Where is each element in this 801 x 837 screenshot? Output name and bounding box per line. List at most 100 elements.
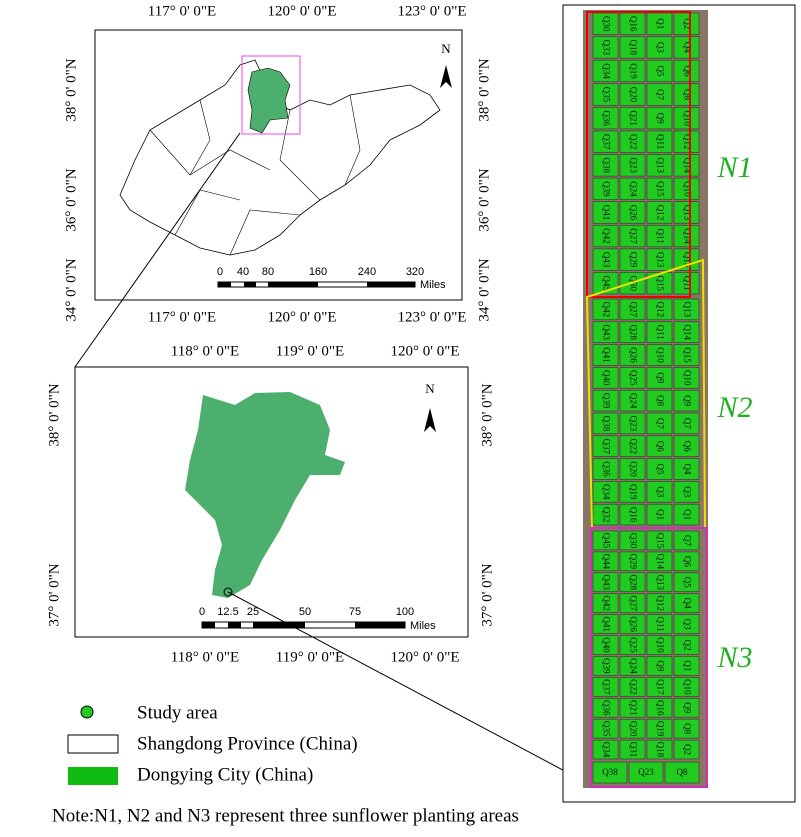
plot-label: Q7 [682,418,692,429]
plot-label: Q15 [682,347,692,363]
plot [646,83,673,106]
plot-label: Q21 [628,700,638,716]
plot-label: Q15 [655,181,665,197]
lon-label: 119° 0' 0"E [276,343,344,359]
plot [592,530,619,551]
plot-label: Q33 [601,40,611,56]
plot [592,201,619,224]
plot [592,503,619,526]
scale-label: 40 [237,266,249,278]
plot-label: Q12 [682,134,692,150]
plot [673,435,700,457]
plot [673,677,700,697]
plot [673,321,700,343]
plot-label: Q38 [602,767,618,777]
lon-label: 117° 0' 0"E [148,309,216,325]
plot [673,130,700,153]
plot-label: Q14 [682,228,692,244]
plot [646,635,673,655]
plot [592,656,619,676]
plot [592,614,619,634]
plot-label: Q36 [601,700,611,716]
plot [646,130,673,153]
plot [673,224,700,248]
lat-label: 38° 0' 0"N [46,383,62,446]
plot-label: Q1 [655,509,665,520]
scale-label: 240 [358,266,376,278]
plot [592,224,619,248]
plot-label: Q23 [638,767,654,777]
plot [673,36,700,59]
plot-label: Q10 [682,181,692,197]
plot-label: Q22 [628,679,638,695]
plot-label: Q1 [682,660,692,671]
plot-label: Q43 [601,575,611,591]
plot-label: Q41 [601,205,611,221]
plot-label: Q30 [628,275,638,291]
plot [646,503,673,526]
plot-label: Q7 [655,418,665,429]
plot [673,635,700,655]
plot-label: Q16 [655,700,665,716]
plot [592,435,619,457]
plot [673,367,700,389]
plot-label: Q11 [655,228,665,243]
plot-label: Q10 [682,370,692,386]
plot-label: Q38 [601,416,611,432]
plot [592,761,628,784]
scale-bar-fill [218,282,415,287]
plot-label: Q19 [628,63,638,79]
plot-label: Q34 [601,742,611,758]
plot [673,530,700,551]
plot-label: Q15 [655,533,665,549]
plot-label: Q25 [628,637,638,653]
plot-label: Q44 [601,554,611,570]
plot [619,224,646,248]
plot [646,530,673,551]
plot [619,389,646,412]
plot-label: Q9 [655,660,665,671]
dongying-city [185,392,345,598]
plot [646,367,673,389]
plot-label: Q3 [655,486,665,497]
plot [673,412,700,435]
plot [646,154,673,177]
plot [646,481,673,503]
plot [619,177,646,200]
plot [619,154,646,177]
plot [619,201,646,224]
plot-label: Q10 [655,347,665,363]
plot-label: Q34 [601,63,611,79]
plot-label: Q17 [655,679,665,695]
plot [592,298,619,321]
plot-label: Q7 [655,89,665,100]
plot-label: Q20 [628,87,638,103]
plot-label: Q42 [601,302,611,318]
plot [592,36,619,59]
scale-label: 25 [247,606,259,618]
lat-label: 38° 0' 0"N [479,383,495,446]
plot-label: Q11 [682,276,692,291]
plot-label: Q13 [682,302,692,318]
plot-label: Q26 [628,205,638,221]
north-arrow [440,65,452,88]
plot-label: Q43 [601,324,611,340]
plot [673,481,700,503]
scale-label: 320 [406,266,424,278]
plot-label: Q12 [655,302,665,318]
plot-label: Q2 [682,744,692,755]
plot-label: Q4 [682,42,692,53]
plot-label: Q41 [601,616,611,632]
plot [673,614,700,634]
plot [646,412,673,435]
plot-label: Q39 [601,393,611,409]
plot-label: Q9 [655,113,665,124]
legend-label: Shangdong Province (China) [137,733,358,754]
plot [646,677,673,697]
dongying-small [247,67,291,134]
legend-outline [67,734,119,754]
plot-label: Q20 [628,461,638,477]
plot-label: Q41 [601,347,611,363]
plot [619,435,646,457]
plot [619,718,646,739]
